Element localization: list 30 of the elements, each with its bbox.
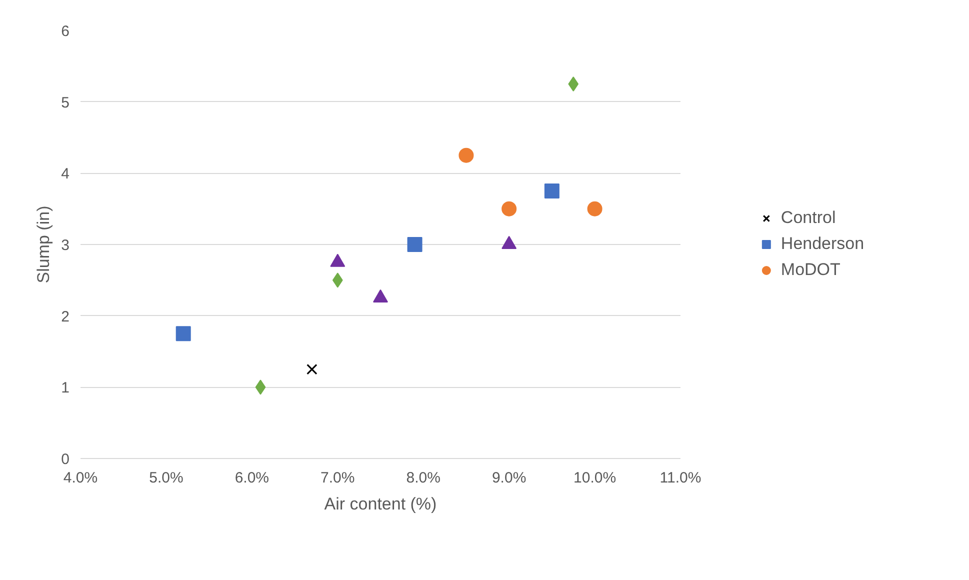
x-tick-label: 4.0% [63,470,98,486]
point [544,184,560,198]
y-tick-label: 3 [61,237,70,254]
y-tick-label: 5 [61,94,70,112]
x-tick-label: 11.0% [660,470,702,486]
x-tick-label: 5.0% [149,470,184,486]
x-tick-label: 9.0% [492,470,526,486]
x-tick-label: 8.0% [406,470,440,486]
point [458,148,474,163]
x-axis-title: Air content (%) [324,494,437,514]
point [255,380,266,395]
point [306,364,318,375]
y-tick-label: 6 [61,23,70,40]
x-tick-label: 6.0% [234,470,270,486]
legend-label: Control [780,208,836,228]
y-tick-label: 0 [61,451,70,468]
point [568,76,579,92]
x-tick-label: 7.0% [320,470,355,486]
point [332,272,343,288]
legend-label: MoDOT [780,260,840,280]
y-tick-label: 2 [61,308,70,326]
point [502,201,517,216]
y-tick-label: 4 [61,166,70,183]
point [176,326,191,342]
y-axis-title: Slump (in) [34,206,54,284]
point [407,237,422,252]
y-tick-label: 1 [61,380,70,397]
x-tick-label: 10.0% [574,470,616,486]
point [587,201,602,216]
legend-label: Henderson [780,234,864,254]
